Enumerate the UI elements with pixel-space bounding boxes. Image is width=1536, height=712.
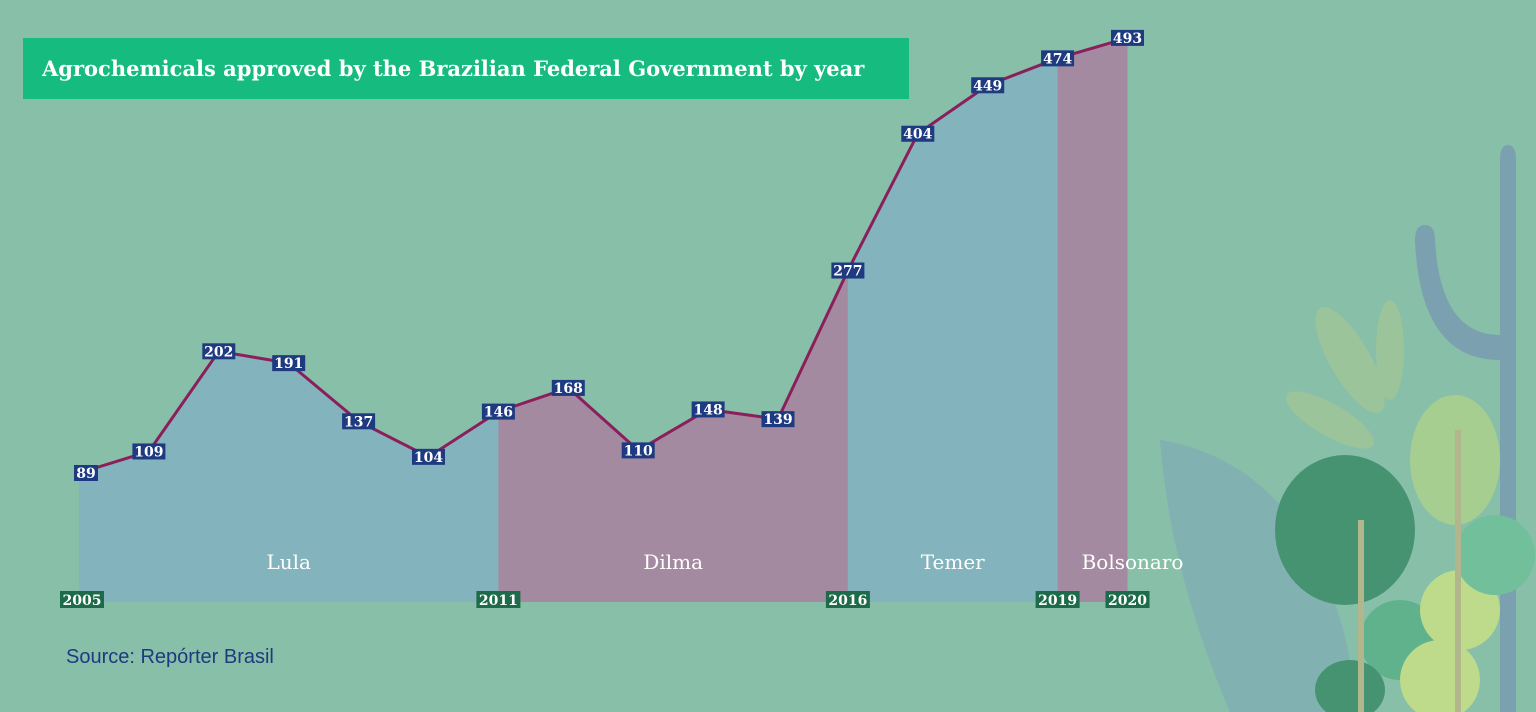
- x-tick-label: 2016: [825, 591, 870, 609]
- data-point-label: 137: [342, 413, 376, 430]
- data-label-bg: [761, 411, 795, 428]
- data-point-label: 449: [971, 77, 1005, 94]
- data-label-bg: [132, 443, 166, 460]
- data-point-label: 148: [691, 401, 725, 418]
- x-tick-text: 2019: [1038, 593, 1077, 609]
- data-label: 277: [833, 264, 862, 280]
- data-point-label: 474: [1041, 50, 1075, 67]
- data-label-bg: [1111, 29, 1144, 46]
- period-label: Dilma: [643, 550, 703, 574]
- data-label: 137: [344, 414, 373, 430]
- data-label: 474: [1043, 51, 1072, 67]
- period-area-bolsonaro: [1057, 37, 1128, 603]
- source-note: Source: Repórter Brasil: [66, 646, 274, 668]
- data-label-bg: [481, 403, 515, 420]
- period-label: Lula: [266, 550, 311, 574]
- x-tick-bg: [1105, 591, 1150, 608]
- x-tick-bg: [476, 591, 521, 608]
- data-label: 148: [693, 402, 722, 418]
- data-point-label: 493: [1111, 29, 1144, 47]
- data-label: 404: [903, 127, 932, 143]
- data-label-bg: [831, 262, 865, 279]
- data-label-bg: [971, 77, 1005, 94]
- data-label-bg: [1041, 50, 1075, 67]
- x-tick-text: 2011: [479, 593, 518, 609]
- data-label: 109: [134, 444, 163, 460]
- x-tick-label: 2019: [1035, 591, 1080, 609]
- data-point-label: 104: [412, 448, 445, 466]
- data-label: 202: [204, 344, 233, 360]
- data-label-bg: [412, 448, 445, 465]
- data-label: 139: [763, 412, 792, 428]
- data-label: 89: [76, 466, 95, 482]
- data-point-label: 277: [831, 262, 865, 280]
- data-label-bg: [202, 343, 236, 360]
- period-label: Bolsonaro: [1082, 550, 1184, 574]
- data-point-label: 191: [272, 355, 306, 372]
- x-tick-text: 2016: [828, 593, 867, 609]
- period-label: Temer: [921, 550, 985, 574]
- data-point-label: 146: [481, 403, 515, 421]
- data-point-label: 109: [132, 443, 166, 460]
- x-tick-bg: [1035, 591, 1080, 608]
- data-label: 110: [624, 443, 653, 459]
- data-label-bg: [342, 413, 376, 430]
- data-label-bg: [691, 401, 725, 418]
- x-tick-text: 2005: [63, 593, 102, 609]
- data-point-label: 110: [621, 442, 655, 459]
- period-area-dilma: [498, 270, 848, 602]
- period-area-lula: [79, 351, 499, 602]
- data-point-label: 168: [551, 379, 585, 397]
- series-line: [78, 36, 1128, 475]
- data-label-bg: [272, 355, 306, 372]
- x-tick-bg: [825, 591, 870, 608]
- data-label: 104: [414, 450, 443, 466]
- chart-title: Agrochemicals approved by the Brazilian …: [23, 38, 909, 99]
- data-label: 449: [973, 78, 1002, 94]
- x-tick-label: 2011: [476, 591, 521, 609]
- x-tick-label: 2005: [60, 591, 104, 609]
- data-label: 493: [1113, 31, 1142, 47]
- period-area-temer: [847, 58, 1058, 603]
- data-label-bg: [901, 125, 935, 142]
- data-point-label: 202: [202, 343, 236, 360]
- data-point-label: 139: [761, 411, 795, 428]
- data-label-bg: [621, 442, 655, 459]
- data-label: 168: [554, 381, 583, 397]
- data-label-bg: [551, 379, 585, 396]
- data-point-label: 89: [74, 465, 98, 482]
- x-tick-label: 2020: [1105, 591, 1150, 609]
- data-point-label: 404: [901, 125, 935, 143]
- x-tick-text: 2020: [1108, 593, 1147, 609]
- data-label-bg: [74, 465, 98, 481]
- data-label: 146: [484, 405, 513, 421]
- data-label: 191: [274, 356, 303, 372]
- plant-decoration: [1160, 145, 1535, 712]
- x-tick-bg: [60, 591, 104, 608]
